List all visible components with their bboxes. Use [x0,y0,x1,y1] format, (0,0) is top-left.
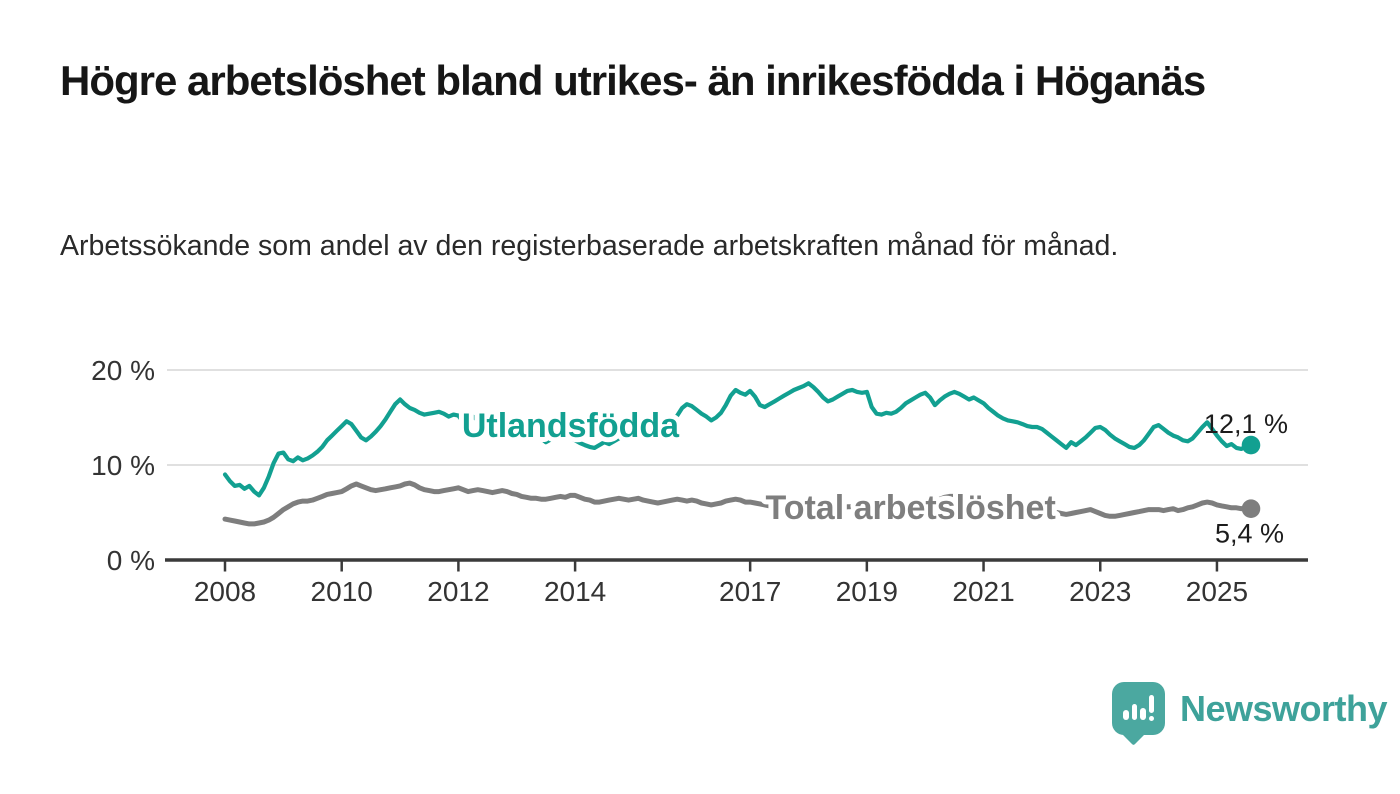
series-end-value-label: 12,1 % [1204,409,1288,439]
x-axis-tick-label: 2008 [194,576,256,607]
logo-exclamation-dot-icon [1148,715,1154,721]
page-title: Högre arbetslöshet bland utrikes- än inr… [60,57,1206,104]
newsworthy-logo: Newsworthy [1112,682,1388,746]
x-axis-tick-label: 2021 [952,576,1014,607]
series-inline-label: Utlandsfödda [462,407,680,445]
series-end-value-label: 5,4 % [1215,519,1284,549]
x-axis-tick-label: 2023 [1069,576,1131,607]
x-axis-tick-label: 2019 [836,576,898,607]
series-end-dot [1241,499,1261,518]
newsworthy-wordmark: Newsworthy [1180,687,1388,729]
page-subtitle: Arbetssökande som andel av den registerb… [60,230,1119,262]
y-axis-tick-label: 10 % [91,450,155,481]
x-axis-tick-label: 2012 [427,576,489,607]
series-inline-label: Total arbetslöshet [765,489,1055,527]
x-axis-tick-label: 2017 [719,576,781,607]
y-axis-tick-label: 0 % [107,545,155,576]
series-line-utlandsf-dda [222,381,1254,498]
logo-bar-icon [1123,710,1129,720]
series-end-dot [1241,435,1261,455]
x-axis-tick-label: 2010 [311,576,373,607]
x-axis-tick-label: 2025 [1186,576,1248,607]
logo-bar-icon [1131,704,1137,720]
newsworthy-logo-icon [1112,682,1165,746]
logo-exclamation-icon [1148,695,1154,713]
logo-bar-icon [1140,708,1146,720]
x-axis-tick-label: 2014 [544,576,606,607]
series-line-total-arbetsl-shet [222,480,1254,527]
y-axis-tick-label: 20 % [91,355,155,386]
